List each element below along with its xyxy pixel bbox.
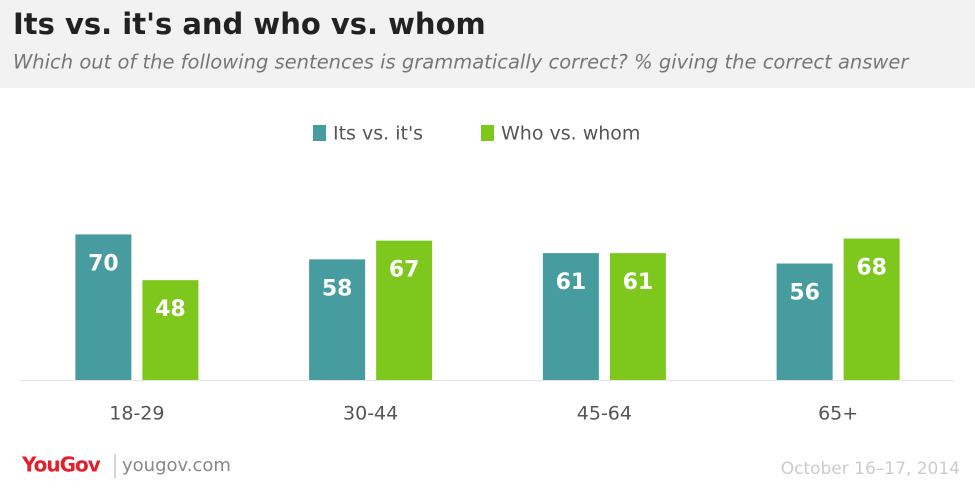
value-label: 68 (856, 256, 887, 281)
bar (75, 234, 132, 380)
value-label: 56 (789, 281, 820, 306)
legend-swatch (313, 125, 326, 141)
bar (142, 280, 199, 380)
legend-label: Who vs. whom (501, 123, 640, 145)
website: yougov.com (122, 455, 231, 476)
chart-title: Its vs. it's and who vs. whom (13, 7, 486, 41)
x-tick-label: 45-64 (577, 403, 632, 425)
x-tick-label: 30-44 (343, 403, 398, 425)
x-tick-label: 18-29 (109, 403, 164, 425)
bar (542, 253, 599, 380)
value-label: 58 (322, 276, 353, 301)
value-label: 70 (88, 251, 119, 276)
bar (843, 238, 900, 380)
bar (376, 240, 433, 380)
bar (609, 253, 666, 380)
x-tick-label: 65+ (818, 403, 858, 425)
chart-subtitle: Which out of the following sentences is … (13, 51, 910, 74)
value-label: 67 (389, 258, 420, 283)
legend-swatch (481, 125, 494, 141)
value-label: 48 (155, 297, 186, 322)
bar (309, 259, 366, 380)
bar (776, 263, 833, 380)
value-label: 61 (623, 270, 654, 295)
logo: YouGov (21, 453, 101, 477)
header-background (0, 0, 975, 88)
date: October 16–17, 2014 (781, 459, 960, 479)
legend-label: Its vs. it's (333, 123, 423, 145)
value-label: 61 (556, 270, 587, 295)
